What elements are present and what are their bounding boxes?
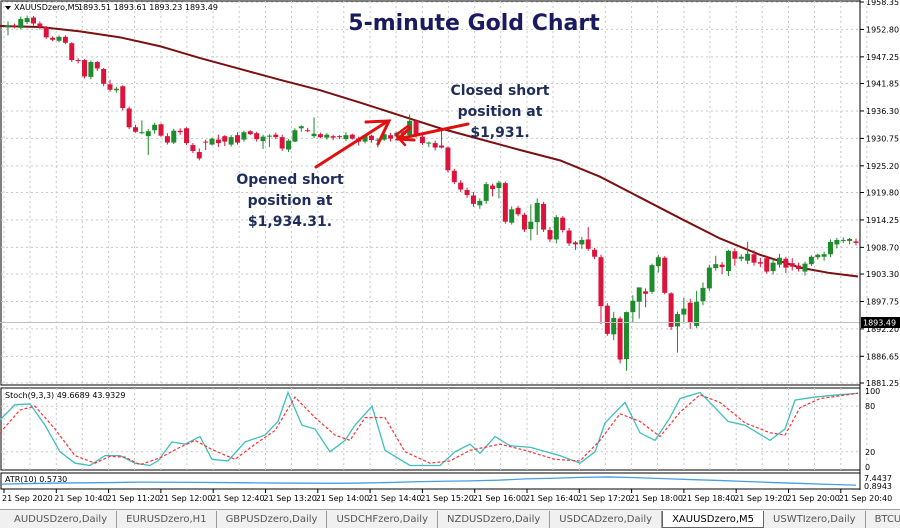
annotation-opened-line1: Opened short — [236, 172, 344, 188]
time-tick-label: 21 Sep 14:00 — [316, 494, 369, 503]
price-tick-label: 1925.20 — [866, 162, 899, 171]
price-tick-label: 1958.35 — [866, 0, 899, 7]
price-tick-label: 1930.75 — [866, 134, 899, 143]
time-tick-label: 21 Sep 14:40 — [368, 494, 421, 503]
atr-level-low: 0.8943 — [864, 482, 892, 491]
moving-average-line — [0, 24, 859, 278]
tab-audusdzero-daily[interactable]: AUDUSDzero,Daily — [0, 510, 118, 528]
price-tick-label: 1952.80 — [866, 25, 899, 34]
annotation-closed-line2: position at — [458, 104, 543, 120]
price-tick-label: 1919.80 — [866, 189, 899, 198]
tab-gbpusdzero-daily[interactable]: GBPUSDzero,Daily — [217, 510, 328, 528]
annotation-closed-line1: Closed short — [451, 83, 550, 99]
tab-btcusd-daily[interactable]: BTCUSD,Daily — [866, 511, 900, 528]
time-tick-label: 21 Sep 16:40 — [525, 494, 578, 503]
price-tick-label: 1908.70 — [866, 243, 899, 252]
time-tick-label: 21 Sep 17:20 — [577, 494, 630, 503]
chart-header: XAUUSDzero,M5 1893.51 1893.61 1893.23 18… — [5, 3, 218, 12]
arrow-open-icon — [314, 119, 390, 169]
stochastic-lines — [0, 390, 859, 467]
chart-canvas[interactable]: XAUUSDzero,M5 1893.51 1893.61 1893.23 18… — [0, 0, 900, 509]
stochastic-label: Stoch(9,3,3) 49.6689 43.9329 — [5, 391, 125, 400]
price-tick-label: 1936.30 — [866, 107, 899, 116]
current-price-value: 1893.49 — [863, 319, 896, 328]
time-tick-label: 21 Sep 11:20 — [107, 494, 160, 503]
atr-level-high: 7.4437 — [864, 474, 892, 483]
stochastic-level-label: 0 — [865, 463, 870, 472]
annotation-closed: Closed short position at $1,931. — [451, 83, 550, 141]
price-axis: 1958.35 1952.80 1947.25 1941.85 1936.30 1930.… — [860, 0, 899, 388]
dropdown-triangle-icon[interactable] — [5, 6, 11, 10]
time-tick-label: 21 Sep 13:20 — [264, 494, 317, 503]
time-tick-label: 21 Sep 20:40 — [839, 494, 892, 503]
price-tick-label: 1897.75 — [866, 297, 899, 306]
tab-uswtizero-daily[interactable]: USWTIzero,Daily — [764, 510, 866, 528]
annotation-opened-line2: position at — [248, 193, 333, 209]
price-tick-label: 1903.30 — [866, 270, 899, 279]
annotation-arrows — [314, 119, 470, 169]
stochastic-level-label: 80 — [865, 402, 875, 411]
annotation-opened-line3: $1,934.31. — [248, 214, 332, 230]
time-tick-label: 21 Sep 19:20 — [734, 494, 787, 503]
price-grid — [1, 1, 868, 385]
time-tick-label: 21 Sep 18:00 — [630, 494, 683, 503]
time-tick-label: 21 Sep 10:40 — [54, 494, 107, 503]
symbol-label: XAUUSDzero,M5 — [14, 3, 80, 12]
time-tick-label: 21 Sep 15:20 — [420, 494, 473, 503]
time-tick-label: 21 Sep 20:00 — [787, 494, 840, 503]
stochastic-level-label: 20 — [865, 448, 875, 457]
time-tick-label: 21 Sep 12:40 — [211, 494, 264, 503]
time-tick-label: 21 Sep 12:00 — [159, 494, 212, 503]
tab-usdcadzero-daily[interactable]: USDCADzero,Daily — [550, 510, 663, 528]
tab-nzdusdzero-daily[interactable]: NZDUSDzero,Daily — [438, 510, 551, 528]
arrow-close-head2-icon — [394, 124, 410, 147]
time-tick-label: 21 Sep 2020 — [2, 494, 53, 503]
price-tick-label: 1947.25 — [866, 53, 899, 62]
arrow-open-head-icon — [364, 119, 392, 146]
price-tick-label: 1881.25 — [866, 379, 899, 388]
stochastic-level-label: 100 — [865, 387, 880, 396]
annotation-closed-line3: $1,931. — [470, 125, 529, 141]
atr-label: ATR(10) 0.5730 — [5, 475, 67, 484]
tab-xauusdzero-m5[interactable]: XAUUSDzero,M5 — [662, 510, 765, 528]
tab-usdchfzero-daily[interactable]: USDCHFzero,Daily — [327, 510, 438, 528]
price-tick-label: 1914.25 — [866, 216, 899, 225]
stochastic-axis: 100 80 20 0 — [865, 387, 880, 472]
time-tick-label: 21 Sep 16:00 — [473, 494, 526, 503]
tab-eurusdzero-h1[interactable]: EURUSDzero,H1 — [117, 510, 217, 528]
chart-tab-bar: AUDUSDzero,Daily EURUSDzero,H1 GBPUSDzero,… — [0, 509, 900, 528]
current-price-badge: 1893.49 — [861, 317, 900, 329]
arrow-close-icon — [396, 122, 470, 141]
price-tick-label: 1892.20 — [866, 325, 899, 334]
stochastic-grid — [1, 388, 868, 470]
price-tick-label: 1941.85 — [866, 80, 899, 89]
annotation-opened: Opened short position at $1,934.31. — [236, 172, 344, 230]
time-tick-label: 21 Sep 18:40 — [682, 494, 735, 503]
price-tick-label: 1886.65 — [866, 352, 899, 361]
ohlc-values: 1893.51 1893.61 1893.23 1893.49 — [78, 3, 218, 12]
chart-title: 5-minute Gold Chart — [348, 11, 600, 36]
atr-line — [1, 476, 857, 486]
